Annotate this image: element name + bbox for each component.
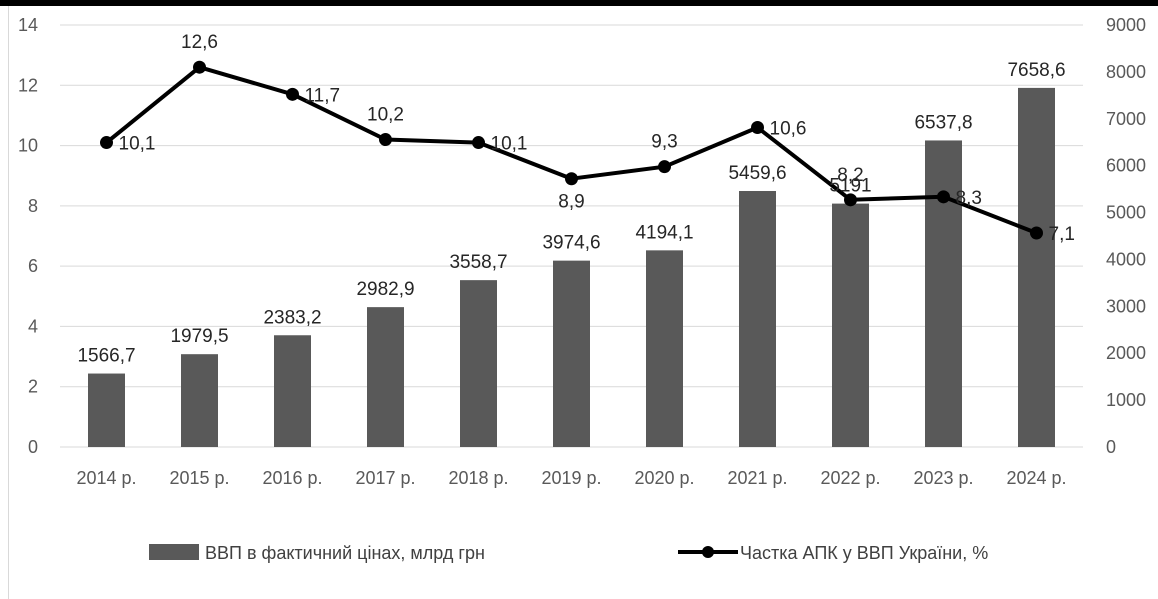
line-data-label: 11,7 [305,85,341,106]
left-tick-label: 6 [28,256,38,276]
line-marker [844,193,857,207]
line-data-label: 9,3 [651,132,677,153]
legend-bar-label: ВВП в фактичний цінах, млрд грн [205,543,485,563]
line-series [100,60,1043,240]
line-marker [658,160,671,174]
x-tick-label: 2022 р. [820,468,880,488]
x-tick-label: 2021 р. [727,468,787,488]
x-tick-label: 2014 р. [76,468,136,488]
line-data-label: 10,2 [367,105,404,126]
bar-data-label: 6537,8 [914,112,972,133]
left-tick-label: 12 [18,75,38,95]
bar-data-label: 5191 [829,176,871,197]
bar [274,335,311,447]
line-marker [193,60,206,74]
line-data-labels: 10,1 12,6 11,7 10,2 10,1 8,9 9,3 10,6 8,2 8,3 7,1 [119,32,1075,245]
left-tick-label: 2 [28,377,38,397]
left-tick-label: 8 [28,196,38,216]
line-data-label: 10,1 [119,134,156,155]
left-tick-label: 4 [28,316,38,336]
x-tick-label: 2020 р. [634,468,694,488]
right-tick-label: 9000 [1106,15,1146,35]
line-marker [937,190,950,204]
bar [88,373,125,447]
right-tick-label: 8000 [1106,62,1146,82]
bar [1018,87,1055,447]
bar [832,203,869,447]
right-tick-label: 1000 [1106,390,1146,410]
right-tick-label: 4000 [1106,249,1146,269]
line-data-label: 10,1 [491,134,528,155]
legend-line-marker [702,546,714,558]
bar-data-label: 1979,5 [170,326,228,347]
x-tick-label: 2019 р. [541,468,601,488]
bar-data-label: 7658,6 [1007,60,1065,81]
x-tick-label: 2016 р. [262,468,322,488]
line-data-label: 8,2 [837,165,863,186]
bar-data-labels: 1566,7 1979,5 2383,2 2982,9 3558,7 3974,6 4194… [77,60,1065,367]
x-tick-label: 2015 р. [169,468,229,488]
line-marker [565,172,578,186]
left-tick-label: 0 [28,437,38,457]
line-data-label: 8,9 [558,192,584,213]
bar-data-label: 3558,7 [449,252,507,273]
right-tick-label: 0 [1106,437,1116,457]
x-tick-label: 2018 р. [448,468,508,488]
legend-line-label: Частка АПК у ВВП України, % [740,543,988,563]
bar [460,280,497,447]
line-marker [100,136,113,150]
left-tick-label: 10 [18,136,38,156]
legend-bar-swatch [149,544,199,560]
bar-data-label: 4194,1 [635,222,693,243]
x-tick-label: 2017 р. [355,468,415,488]
x-tick-label: 2024 р. [1006,468,1066,488]
bar-data-label: 3974,6 [542,233,600,254]
line-data-label: 7,1 [1049,224,1075,245]
right-tick-label: 6000 [1106,156,1146,176]
bar-data-label: 2383,2 [263,307,321,328]
bar-series [88,87,1055,447]
line-marker [1030,226,1043,240]
line-marker [472,136,485,150]
right-tick-label: 2000 [1106,343,1146,363]
x-axis: 2014 р. 2015 р. 2016 р. 2017 р. 2018 р. 2019 … [76,468,1066,488]
top-border [0,0,1158,6]
line-marker [379,133,392,147]
bar [646,250,683,447]
bar-data-label: 5459,6 [728,163,786,184]
left-axis: 0 2 4 6 8 10 12 14 [18,15,38,457]
bar [739,191,776,447]
left-border [8,6,9,599]
right-axis: 0 1000 2000 3000 4000 5000 6000 7000 8000 9000 [1106,15,1146,457]
bar [367,307,404,447]
left-tick-label: 14 [18,15,38,35]
line-data-label: 12,6 [181,32,218,53]
line-data-label: 8,3 [956,188,982,209]
bar [553,260,590,447]
bar-data-label: 1566,7 [77,346,135,367]
line-data-label: 10,6 [770,118,807,139]
bar-data-label: 2982,9 [356,279,414,300]
right-tick-label: 5000 [1106,203,1146,223]
bar [925,140,962,447]
right-tick-label: 3000 [1106,296,1146,316]
line-marker [286,87,299,101]
line-marker [751,120,764,134]
legend: ВВП в фактичний цінах, млрд грн Частка А… [149,543,988,563]
right-tick-label: 7000 [1106,109,1146,129]
bar [181,354,218,447]
x-tick-label: 2023 р. [913,468,973,488]
